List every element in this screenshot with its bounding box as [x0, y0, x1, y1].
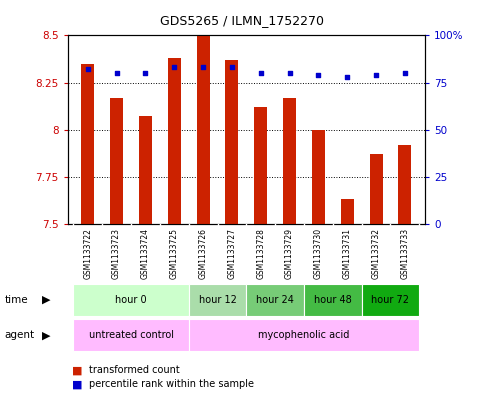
Bar	[110, 97, 123, 224]
Point	[170, 64, 178, 71]
Bar	[254, 107, 267, 224]
Text: GSM1133725: GSM1133725	[170, 228, 179, 279]
Bar	[341, 200, 354, 224]
Text: GSM1133730: GSM1133730	[314, 228, 323, 279]
Text: GSM1133732: GSM1133732	[371, 228, 381, 279]
Text: GSM1133727: GSM1133727	[227, 228, 236, 279]
Text: hour 0: hour 0	[115, 295, 147, 305]
Point	[199, 64, 207, 71]
Text: GSM1133733: GSM1133733	[400, 228, 410, 279]
Text: hour 72: hour 72	[371, 295, 410, 305]
Text: ■: ■	[72, 379, 83, 389]
Text: time: time	[5, 295, 28, 305]
Point	[343, 74, 351, 80]
Text: percentile rank within the sample: percentile rank within the sample	[89, 379, 255, 389]
Text: GDS5265 / ILMN_1752270: GDS5265 / ILMN_1752270	[159, 14, 324, 27]
Bar	[197, 35, 210, 224]
Bar	[189, 284, 246, 316]
Bar	[73, 284, 189, 316]
Bar	[369, 154, 383, 224]
Bar	[362, 284, 419, 316]
Text: ■: ■	[72, 365, 83, 375]
Text: agent: agent	[5, 330, 35, 340]
Bar	[246, 284, 304, 316]
Text: GSM1133726: GSM1133726	[199, 228, 208, 279]
Bar	[398, 145, 412, 224]
Text: GSM1133728: GSM1133728	[256, 228, 265, 279]
Text: hour 48: hour 48	[314, 295, 352, 305]
Text: untreated control: untreated control	[88, 330, 173, 340]
Text: GSM1133729: GSM1133729	[285, 228, 294, 279]
Point	[401, 70, 409, 76]
Text: hour 12: hour 12	[199, 295, 237, 305]
Bar	[304, 284, 362, 316]
Text: GSM1133731: GSM1133731	[343, 228, 352, 279]
Point	[372, 72, 380, 78]
Point	[286, 70, 294, 76]
Text: GSM1133722: GSM1133722	[83, 228, 92, 279]
Text: GSM1133724: GSM1133724	[141, 228, 150, 279]
Text: ▶: ▶	[42, 295, 50, 305]
Point	[228, 64, 236, 71]
Bar	[283, 97, 296, 224]
Text: hour 24: hour 24	[256, 295, 294, 305]
Text: ▶: ▶	[42, 330, 50, 340]
Text: GSM1133723: GSM1133723	[112, 228, 121, 279]
Bar	[139, 116, 152, 224]
Bar	[73, 319, 189, 351]
Point	[84, 66, 92, 72]
Point	[257, 70, 265, 76]
Text: mycophenolic acid: mycophenolic acid	[258, 330, 350, 340]
Bar	[81, 64, 94, 224]
Bar	[226, 60, 239, 224]
Bar	[189, 319, 419, 351]
Point	[142, 70, 149, 76]
Point	[113, 70, 120, 76]
Bar	[168, 58, 181, 224]
Bar	[312, 130, 325, 224]
Point	[314, 72, 322, 78]
Text: transformed count: transformed count	[89, 365, 180, 375]
